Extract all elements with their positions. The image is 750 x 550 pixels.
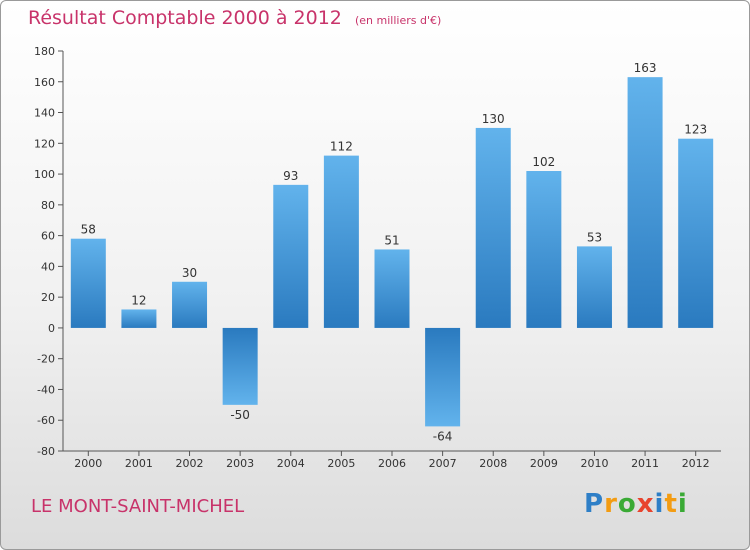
y-tick-label: 60 bbox=[41, 230, 55, 243]
x-tick-label-2012: 2012 bbox=[682, 457, 710, 470]
value-label-2008: 130 bbox=[482, 112, 505, 126]
bar-2011 bbox=[627, 77, 663, 328]
bar-2003 bbox=[222, 327, 258, 405]
x-tick-label-2005: 2005 bbox=[327, 457, 355, 470]
logo-letter: r bbox=[604, 489, 618, 519]
bar-2006 bbox=[374, 249, 410, 328]
y-tick-label: 40 bbox=[41, 260, 55, 273]
value-label-2007: -64 bbox=[433, 429, 453, 443]
chart-title: Résultat Comptable 2000 à 2012 bbox=[28, 7, 342, 29]
bar-2004 bbox=[273, 184, 309, 328]
logo-letter: P bbox=[584, 489, 605, 519]
x-tick-label-2008: 2008 bbox=[479, 457, 507, 470]
value-label-2005: 112 bbox=[330, 140, 353, 154]
title-block: Résultat Comptable 2000 à 2012 (en milli… bbox=[28, 7, 441, 29]
x-tick-label-2007: 2007 bbox=[429, 457, 457, 470]
y-tick-label: 80 bbox=[41, 199, 55, 212]
bar-2008 bbox=[475, 127, 511, 328]
x-tick-label-2011: 2011 bbox=[631, 457, 659, 470]
x-tick-label-2001: 2001 bbox=[125, 457, 153, 470]
bar-2001 bbox=[121, 309, 157, 328]
value-label-2010: 53 bbox=[587, 230, 602, 244]
value-label-2006: 51 bbox=[384, 233, 399, 247]
x-tick-label-2009: 2009 bbox=[530, 457, 558, 470]
logo-letter: x bbox=[636, 489, 655, 519]
value-label-2002: 30 bbox=[182, 266, 197, 280]
bar-2012 bbox=[678, 138, 714, 328]
y-tick-label: 140 bbox=[34, 107, 55, 120]
value-label-2012: 123 bbox=[684, 123, 707, 137]
y-tick-label: 20 bbox=[41, 291, 55, 304]
logo-letter: i bbox=[677, 489, 688, 519]
y-tick-label: -80 bbox=[37, 445, 55, 458]
x-tick-label-2002: 2002 bbox=[176, 457, 204, 470]
x-tick-label-2006: 2006 bbox=[378, 457, 406, 470]
bar-2002 bbox=[172, 281, 208, 328]
value-label-2004: 93 bbox=[283, 169, 298, 183]
x-tick-label-2010: 2010 bbox=[580, 457, 608, 470]
value-label-2003: -50 bbox=[230, 408, 250, 422]
bar-2010 bbox=[576, 246, 612, 328]
logo-letter: i bbox=[654, 489, 665, 519]
value-label-2011: 163 bbox=[634, 61, 657, 75]
y-tick-label: 100 bbox=[34, 168, 55, 181]
value-label-2000: 58 bbox=[81, 223, 96, 237]
x-tick-label-2000: 2000 bbox=[74, 457, 102, 470]
x-tick-label-2003: 2003 bbox=[226, 457, 254, 470]
x-tick-label-2004: 2004 bbox=[277, 457, 305, 470]
place-name: LE MONT-SAINT-MICHEL bbox=[31, 496, 245, 517]
y-tick-label: -60 bbox=[37, 414, 55, 427]
proxiti-logo: Proxiti bbox=[584, 489, 688, 519]
y-tick-label: 180 bbox=[34, 45, 55, 58]
value-label-2009: 102 bbox=[532, 155, 555, 169]
bar-2000 bbox=[70, 238, 106, 328]
bar-2007 bbox=[425, 327, 461, 427]
y-tick-label: 120 bbox=[34, 137, 55, 150]
y-tick-label: -40 bbox=[37, 383, 55, 396]
bar-2009 bbox=[526, 171, 562, 328]
y-tick-label: 160 bbox=[34, 76, 55, 89]
logo-letter: t bbox=[664, 489, 678, 519]
y-tick-label: 0 bbox=[48, 322, 55, 335]
bar-2005 bbox=[323, 155, 359, 328]
value-label-2001: 12 bbox=[131, 293, 146, 307]
logo-letter: o bbox=[617, 489, 637, 519]
y-tick-label: -20 bbox=[37, 353, 55, 366]
chart-subtitle: (en milliers d'€) bbox=[354, 14, 442, 27]
